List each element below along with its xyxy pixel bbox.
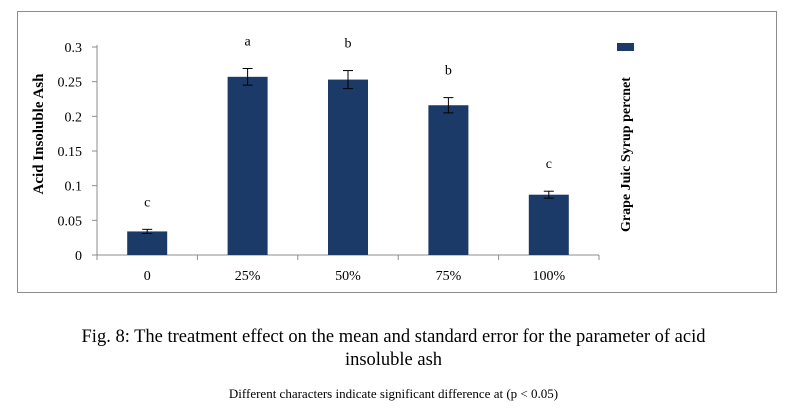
- bar: [528, 194, 569, 255]
- x-tick-label: 25%: [235, 269, 261, 284]
- bar: [428, 105, 469, 256]
- error-bar: [142, 228, 153, 235]
- error-bar: [343, 70, 353, 90]
- figure-caption-line-2: insoluble ash: [344, 350, 443, 370]
- bar: [127, 231, 168, 255]
- y-tick-label: 0.2: [65, 110, 83, 125]
- x-tick-label: 75%: [436, 269, 462, 284]
- figure-caption: Fig. 8: The treatment effect on the mean…: [0, 326, 787, 372]
- significance-letter: c: [144, 195, 150, 210]
- y-tick-label: 0.05: [58, 214, 83, 229]
- figure-caption-line-1: Fig. 8: The treatment effect on the mean…: [81, 327, 706, 347]
- bar-chart: 0 0.05 0.1 0.15 0.2 0.25 0.3 0 25% 50% 75% 100% c a…: [31, 34, 634, 284]
- x-tick-label: 100%: [532, 269, 565, 284]
- bar: [328, 79, 368, 255]
- significance-letter: a: [244, 34, 251, 49]
- error-bar: [543, 190, 554, 199]
- x-tick-label: 50%: [335, 269, 361, 284]
- chart-area: 0 0.05 0.1 0.15 0.2 0.25 0.3 0 25% 50% 75% 100% c a…: [17, 11, 777, 293]
- y-tick-label: 0.15: [58, 145, 83, 160]
- significance-note: Different characters indicate significan…: [228, 386, 559, 401]
- bar: [227, 76, 268, 256]
- y-tick-label: 0.3: [65, 41, 83, 56]
- significance-letter: c: [546, 157, 552, 172]
- y-tick-label: 0.25: [58, 76, 83, 91]
- legend-swatch: [617, 43, 634, 51]
- error-bar: [443, 97, 454, 114]
- y-tick-label: 0: [75, 249, 82, 264]
- y-axis-title: Acid Insoluble Ash: [31, 73, 47, 195]
- y-tick-label: 0.1: [65, 180, 83, 195]
- significance-letter: b: [345, 37, 352, 52]
- significance-letter: b: [445, 64, 452, 79]
- legend-label: Grape Juic Syrup percnet: [619, 77, 634, 232]
- error-bar: [242, 67, 253, 86]
- x-tick-label: 0: [144, 269, 151, 284]
